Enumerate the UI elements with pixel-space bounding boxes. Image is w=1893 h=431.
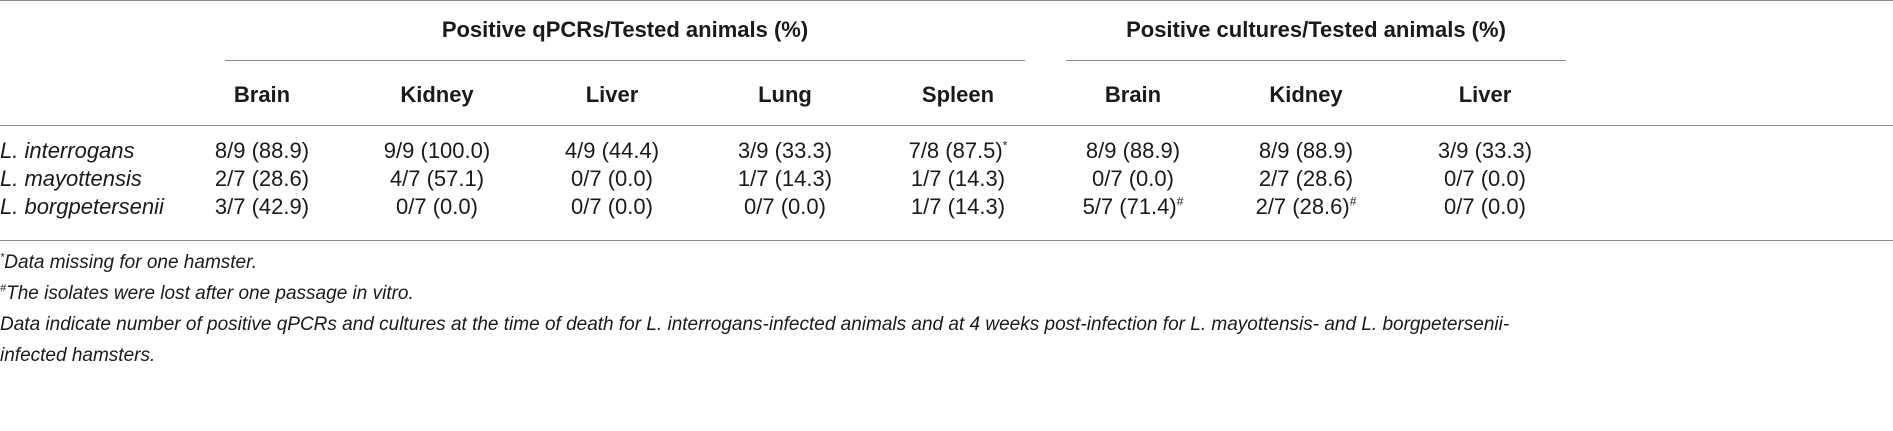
footnote-text: The isolates were lost after one passage… bbox=[6, 283, 414, 304]
species-name: L. borgpetersenii bbox=[0, 194, 164, 219]
cell-value: 1/7 (14.3) bbox=[737, 166, 833, 191]
qpcr-group-rule bbox=[225, 60, 1025, 61]
species-name: L. interrogans bbox=[0, 138, 135, 163]
table-cell: 9/9 (100.0) bbox=[352, 138, 522, 164]
table-cell: 2/7 (28.6)# bbox=[1221, 194, 1391, 220]
cell-value: 1/7 (14.3) bbox=[910, 194, 1006, 219]
cell-value: 0/7 (0.0) bbox=[1444, 194, 1526, 219]
cell-value: 5/7 (71.4) bbox=[1082, 194, 1177, 219]
table-cell: 0/7 (0.0) bbox=[352, 194, 522, 220]
footnote-text: Data missing for one hamster. bbox=[4, 252, 258, 273]
table-cell: 0/7 (0.0) bbox=[527, 194, 697, 220]
cell-value: 3/7 (42.9) bbox=[214, 194, 310, 219]
cell-value: 8/9 (88.9) bbox=[1258, 138, 1354, 163]
cell-value: 7/8 (87.5) bbox=[908, 138, 1003, 163]
footnote-text: Data indicate number of positive qPCRs a… bbox=[0, 314, 1510, 335]
column-header-liver-qpcr: Liver bbox=[585, 82, 639, 107]
table-cell: 1/7 (14.3) bbox=[873, 166, 1043, 192]
table-cell: 2/7 (28.6) bbox=[1221, 166, 1391, 192]
cultures-group-rule bbox=[1066, 60, 1566, 61]
footnote: Data indicate number of positive qPCRs a… bbox=[0, 314, 1509, 336]
table-cell: 4/7 (57.1) bbox=[352, 166, 522, 192]
cell-value: 0/7 (0.0) bbox=[571, 166, 653, 191]
column-header-lung-qpcr: Lung bbox=[758, 82, 812, 107]
cell-value: 3/9 (33.3) bbox=[1437, 138, 1533, 163]
cell-value: 2/7 (28.6) bbox=[1255, 194, 1350, 219]
species-name: L. mayottensis bbox=[0, 166, 142, 191]
cell-value: 2/7 (28.6) bbox=[1258, 166, 1354, 191]
cell-value: 0/7 (0.0) bbox=[1092, 166, 1174, 191]
cell-value: 4/7 (57.1) bbox=[389, 166, 485, 191]
table-top-rule bbox=[0, 0, 1893, 1]
table-cell: 0/7 (0.0) bbox=[1400, 194, 1570, 220]
cultures-group-header: Positive cultures/Tested animals (%) bbox=[1126, 17, 1506, 42]
cell-value: 8/9 (88.9) bbox=[1085, 138, 1181, 163]
table-cell: 2/7 (28.6) bbox=[177, 166, 347, 192]
column-header-kidney-qpcr: Kidney bbox=[400, 82, 474, 107]
column-header-kidney-culture: Kidney bbox=[1269, 82, 1343, 107]
table-cell: 7/8 (87.5)* bbox=[873, 138, 1043, 164]
cell-value: 0/7 (0.0) bbox=[744, 194, 826, 219]
table-cell: 0/7 (0.0) bbox=[1400, 166, 1570, 192]
footnote-marker: * bbox=[0, 251, 5, 264]
table-cell: 0/7 (0.0) bbox=[527, 166, 697, 192]
cell-value: 3/9 (33.3) bbox=[737, 138, 833, 163]
table-row: L. borgpetersenii 3/7 (42.9) 0/7 (0.0) 0/7 … bbox=[0, 194, 1893, 224]
table-cell: 4/9 (44.4) bbox=[527, 138, 697, 164]
footnote-marker: * bbox=[1002, 138, 1008, 153]
footnote-text: infected hamsters. bbox=[0, 345, 156, 366]
table-cell: 0/7 (0.0) bbox=[1048, 166, 1218, 192]
cell-value: 0/7 (0.0) bbox=[396, 194, 478, 219]
cell-value: 2/7 (28.6) bbox=[214, 166, 310, 191]
cell-value: 0/7 (0.0) bbox=[571, 194, 653, 219]
column-header-liver-culture: Liver bbox=[1458, 82, 1512, 107]
column-header-brain-qpcr: Brain bbox=[233, 82, 291, 107]
table-cell: 8/9 (88.9) bbox=[1221, 138, 1391, 164]
footnote: *Data missing for one hamster. bbox=[0, 252, 257, 274]
table-cell: 8/9 (88.9) bbox=[177, 138, 347, 164]
cell-value: 1/7 (14.3) bbox=[910, 166, 1006, 191]
table-cell: 0/7 (0.0) bbox=[700, 194, 870, 220]
column-header-spleen-qpcr: Spleen bbox=[921, 82, 995, 107]
table-cell: 1/7 (14.3) bbox=[700, 166, 870, 192]
table-cell: 3/9 (33.3) bbox=[1400, 138, 1570, 164]
footnote-marker: # bbox=[1349, 194, 1357, 209]
column-header-brain-culture: Brain bbox=[1104, 82, 1162, 107]
qpcr-group-header: Positive qPCRs/Tested animals (%) bbox=[441, 17, 809, 42]
footnote-marker: # bbox=[0, 282, 7, 295]
table-cell: 3/7 (42.9) bbox=[177, 194, 347, 220]
table-row: L. mayottensis 2/7 (28.6) 4/7 (57.1) 0/7 (0… bbox=[0, 166, 1893, 196]
cell-value: 9/9 (100.0) bbox=[383, 138, 491, 163]
table-row: L. interrogans 8/9 (88.9) 9/9 (100.0) 4/9 (… bbox=[0, 138, 1893, 168]
table-cell: 8/9 (88.9) bbox=[1048, 138, 1218, 164]
table-cell: 1/7 (14.3) bbox=[873, 194, 1043, 220]
cell-value: 4/9 (44.4) bbox=[564, 138, 660, 163]
cell-value: 8/9 (88.9) bbox=[214, 138, 310, 163]
table-cell: 5/7 (71.4)# bbox=[1048, 194, 1218, 220]
footnote-marker: # bbox=[1176, 194, 1184, 209]
table-cell: 3/9 (33.3) bbox=[700, 138, 870, 164]
header-bottom-rule bbox=[0, 125, 1893, 126]
table-bottom-rule bbox=[0, 240, 1893, 241]
cell-value: 0/7 (0.0) bbox=[1444, 166, 1526, 191]
footnote: #The isolates were lost after one passag… bbox=[0, 283, 414, 305]
footnote: infected hamsters. bbox=[0, 345, 155, 367]
